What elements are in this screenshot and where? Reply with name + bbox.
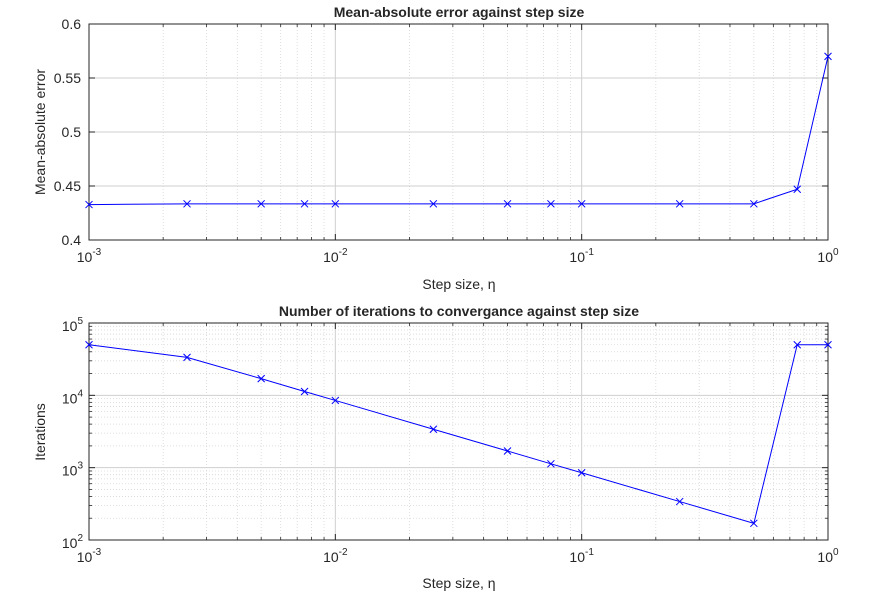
data-point-marker	[85, 200, 93, 209]
y-tick-label: 0.6	[62, 16, 82, 32]
x-tick-label: 100	[817, 547, 839, 565]
y-tick-label: 103	[62, 461, 84, 479]
subplot-mae: Mean-absolute error against step size 10…	[32, 4, 839, 292]
data-point-marker	[577, 468, 586, 477]
plot-background	[89, 323, 828, 540]
y-tick-labels: 102 103 104 105	[62, 316, 84, 551]
data-point-marker	[183, 353, 191, 362]
x-tick-label: 10-3	[77, 247, 102, 265]
subplot-iterations: Number of iterations to convergance agai…	[32, 303, 839, 591]
data-point-marker	[675, 497, 684, 506]
x-tick-label: 10-1	[569, 247, 594, 265]
data-point-marker	[503, 199, 512, 208]
data-point-marker	[331, 396, 340, 405]
axes-box	[88, 322, 829, 541]
data-point-marker	[300, 199, 309, 208]
data-point-marker	[257, 374, 266, 383]
x-axis-label: Step size, η	[422, 276, 495, 292]
y-tick-labels: 0.4 0.45 0.5 0.55 0.6	[54, 16, 81, 248]
data-point-marker	[824, 52, 832, 61]
x-tick-labels: 10-3 10-2 10-1 100	[77, 247, 839, 265]
x-tick-labels: 10-3 10-2 10-1 100	[77, 547, 839, 565]
x-axis-label: Step size, η	[422, 575, 495, 591]
data-point-marker	[675, 199, 684, 208]
data-point-marker	[300, 387, 309, 396]
data-point-marker	[429, 199, 438, 208]
x-tick-label: 10-3	[77, 547, 102, 565]
data-point-marker	[749, 519, 758, 528]
data-series	[85, 52, 832, 209]
data-point-marker	[577, 199, 586, 208]
tick-marks	[88, 23, 829, 241]
x-tick-label: 10-2	[323, 247, 348, 265]
data-point-marker	[331, 199, 340, 208]
y-tick-label: 0.45	[54, 178, 81, 194]
tick-marks	[88, 322, 829, 541]
data-point-marker	[85, 340, 93, 349]
data-point-marker	[547, 199, 555, 208]
x-tick-label: 10-1	[569, 547, 594, 565]
y-axis-label: Iterations	[32, 403, 48, 461]
plot-area	[89, 323, 828, 540]
data-point-marker	[749, 199, 758, 208]
y-tick-label: 0.5	[62, 124, 82, 140]
chart-title: Number of iterations to convergance agai…	[279, 303, 639, 319]
y-tick-label: 0.4	[62, 232, 82, 248]
x-tick-label: 10-2	[323, 547, 348, 565]
y-tick-label: 102	[62, 533, 84, 551]
data-point-marker	[503, 447, 512, 455]
data-point-marker	[257, 199, 266, 208]
y-tick-label: 105	[62, 316, 84, 334]
data-point-marker	[183, 199, 191, 208]
data-point-marker	[793, 340, 802, 349]
y-tick-label: 104	[62, 388, 84, 406]
x-tick-label: 100	[817, 247, 839, 265]
data-point-marker	[793, 185, 802, 194]
data-series	[85, 340, 832, 528]
chart-title: Mean-absolute error against step size	[334, 4, 585, 20]
y-tick-label: 0.55	[54, 70, 81, 86]
data-point-marker	[547, 459, 555, 468]
data-point-marker	[824, 340, 832, 349]
data-point-marker	[429, 425, 438, 434]
y-axis-label: Mean-absolute error	[32, 69, 48, 195]
